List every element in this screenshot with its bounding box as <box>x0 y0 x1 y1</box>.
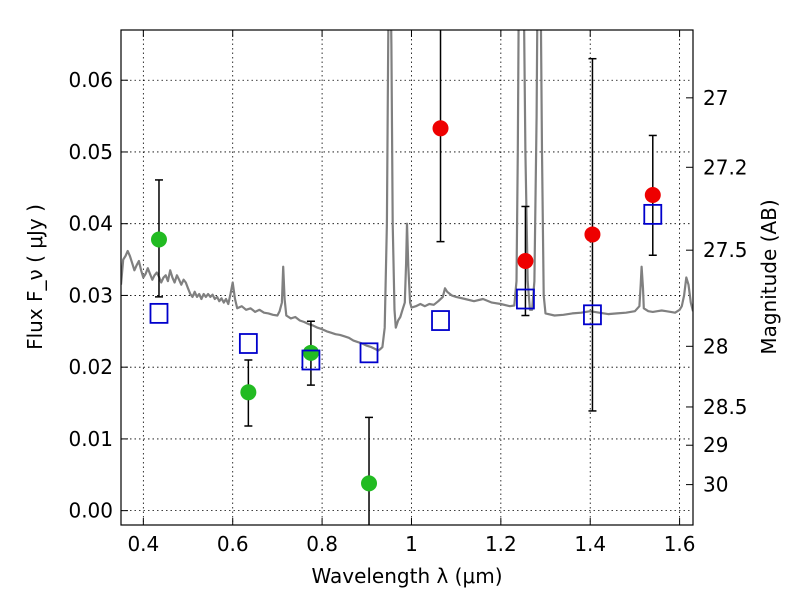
y-tick-label: 0.05 <box>68 140 113 164</box>
spectrum-line <box>121 30 693 352</box>
model-point <box>643 203 663 225</box>
model-point <box>431 310 450 331</box>
y2-tick-label: 28.5 <box>703 395 748 419</box>
y-tick-label: 0.02 <box>68 355 113 379</box>
model-point <box>583 304 602 326</box>
y-tick-label: 0.04 <box>68 212 113 236</box>
model-point <box>301 349 321 371</box>
data-point <box>584 226 601 243</box>
y-axis-title: Flux F_ν ( μJy ) <box>23 204 47 350</box>
grid <box>121 30 693 525</box>
y2-tick-label: 27.5 <box>703 238 748 262</box>
x-tick-label: 1.4 <box>574 532 606 556</box>
y-tick-label: 0.00 <box>68 499 113 523</box>
x-tick-label: 0.6 <box>217 532 249 556</box>
data-point <box>150 231 167 248</box>
y-tick-label: 0.06 <box>68 68 113 92</box>
model-point <box>238 333 258 354</box>
data-point <box>644 187 661 203</box>
series-layer <box>121 30 693 525</box>
plot-frame <box>120 29 694 526</box>
x-tick-label: 0.4 <box>127 532 159 556</box>
y2-axis-title: Magnitude (AB) <box>757 199 781 354</box>
x-tick-label: 1.2 <box>485 532 517 556</box>
y2-tick-label: 28 <box>703 334 728 358</box>
x-axis-ticks: 0.4 0.6 0.8 1 1.2 1.4 1.6 <box>127 30 696 556</box>
y-tick-label: 0.01 <box>68 427 113 451</box>
y2-tick-label: 27.2 <box>703 155 748 179</box>
y-axis-ticks: 0.00 0.01 0.02 0.03 0.04 0.05 0.06 <box>68 68 128 523</box>
x-axis-title: Wavelength λ (μm) <box>311 564 502 588</box>
y2-tick-label: 30 <box>703 473 728 497</box>
model-point <box>516 288 535 310</box>
x-tick-label: 1 <box>405 532 418 556</box>
data-point <box>302 344 319 361</box>
y2-tick-label: 29 <box>703 433 728 457</box>
y-tick-label: 0.03 <box>68 283 113 307</box>
data-point <box>240 384 257 401</box>
plot-area <box>121 30 693 525</box>
plot-background <box>121 30 693 525</box>
y2-axis-ticks: 27 27.2 27.5 28 28.5 29 30 <box>686 86 748 497</box>
model-point <box>359 342 379 364</box>
data-point <box>361 475 378 492</box>
y2-tick-label: 27 <box>703 86 728 110</box>
x-tick-label: 1.6 <box>664 532 696 556</box>
data-point <box>517 253 534 269</box>
model-point <box>149 302 169 324</box>
data-point <box>432 120 449 137</box>
x-tick-label: 0.8 <box>306 532 338 556</box>
